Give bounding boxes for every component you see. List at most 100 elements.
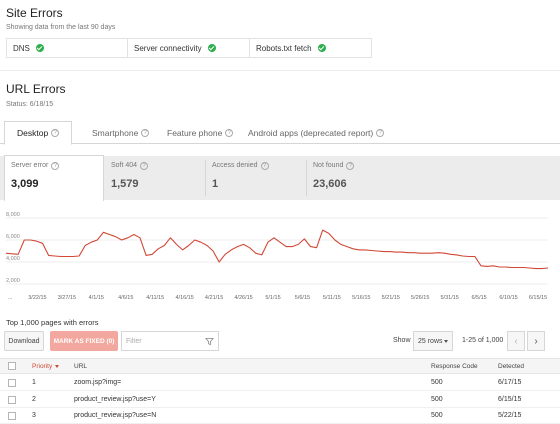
tab-desktop[interactable]: Desktop? [4, 121, 73, 145]
status-server-connectivity[interactable]: Server connectivity [128, 38, 250, 58]
download-button[interactable]: Download [4, 331, 44, 351]
help-icon[interactable]: ? [141, 128, 150, 137]
card-label: Access denied? [212, 162, 306, 170]
card-access-denied[interactable]: Access denied? 1 [206, 156, 306, 200]
tab-feature-phone[interactable]: Feature phone? [167, 121, 234, 144]
status-label: Server connectivity [134, 43, 202, 53]
x-tick-label: 6/5/15 [471, 295, 486, 301]
column-detected[interactable]: Detected [498, 363, 525, 370]
device-tabs: Desktop? Smartphone? Feature phone? Andr… [0, 121, 560, 145]
row-response-code: 500 [431, 379, 443, 386]
status-label: DNS [13, 43, 30, 53]
card-separator [306, 160, 307, 196]
check-icon [35, 44, 44, 52]
x-tick-label: ... [8, 295, 13, 301]
card-server-error[interactable]: Server error? 3,099 [4, 155, 104, 201]
status-robots-fetch[interactable]: Robots.txt fetch [250, 38, 372, 58]
help-icon[interactable]: ? [225, 128, 234, 137]
x-tick-label: 5/21/15 [382, 295, 400, 301]
row-checkbox[interactable] [8, 396, 16, 404]
row-detected: 6/17/15 [498, 379, 522, 386]
table-row[interactable]: 2 product_review.jsp?use=Y 500 6/15/15 [0, 392, 560, 408]
table-toolbar: Download MARK AS FIXED (0) Filter Show 2… [0, 331, 560, 353]
tab-label: Feature phone [167, 127, 223, 138]
sort-desc-icon [55, 364, 60, 368]
y-tick-label: 2,000 [6, 278, 20, 284]
x-tick-label: 3/27/15 [58, 295, 76, 301]
x-tick-label: 4/26/15 [234, 295, 252, 301]
filter-icon [205, 337, 214, 346]
table-row[interactable]: 3 product_review.jsp?use=N 500 5/22/15 [0, 408, 560, 424]
show-label: Show [393, 337, 411, 344]
filter-placeholder: Filter [126, 338, 142, 345]
x-tick-label: 5/26/15 [411, 295, 429, 301]
row-priority: 2 [32, 396, 36, 403]
tab-label: Android apps (deprecated report) [248, 127, 374, 138]
x-tick-label: 5/31/15 [440, 295, 458, 301]
url-errors-status: Status: 6/18/15 [6, 101, 54, 108]
row-checkbox[interactable] [8, 412, 16, 420]
error-type-cards: Server error? 3,099 Soft 404? 1,579 Acce… [0, 155, 560, 201]
row-detected: 5/22/15 [498, 412, 522, 419]
table-header: Priority URL Response Code Detected [0, 358, 560, 374]
card-value: 23,606 [313, 178, 347, 190]
url-errors-title: URL Errors [6, 82, 66, 96]
table-row[interactable]: 1 zoom.jsp?img= 500 6/17/15 [0, 375, 560, 391]
tab-label: Desktop [17, 128, 49, 138]
row-priority: 1 [32, 379, 36, 386]
card-value: 1,579 [111, 178, 139, 190]
card-soft-404[interactable]: Soft 404? 1,579 [105, 156, 205, 200]
table-caption: Top 1,000 pages with errors [6, 318, 99, 327]
tab-smartphone[interactable]: Smartphone? [92, 121, 150, 144]
series-line [5, 229, 549, 270]
help-icon[interactable]: ? [376, 128, 385, 137]
help-icon[interactable]: ? [51, 162, 60, 170]
help-icon[interactable]: ? [260, 162, 269, 170]
row-url[interactable]: product_review.jsp?use=N [74, 412, 157, 419]
x-tick-label: 5/1/15 [265, 295, 280, 301]
tab-label: Smartphone [92, 127, 139, 138]
next-page-button[interactable]: › [527, 331, 545, 351]
row-url[interactable]: product_review.jsp?use=Y [74, 396, 156, 403]
card-separator [205, 160, 206, 196]
row-response-code: 500 [431, 396, 443, 403]
row-response-code: 500 [431, 412, 443, 419]
card-not-found[interactable]: Not found? 23,606 [307, 156, 407, 200]
check-icon [317, 44, 326, 52]
x-tick-label: 4/1/15 [89, 295, 104, 301]
section-divider [0, 70, 560, 71]
x-tick-label: 3/22/15 [28, 295, 46, 301]
row-checkbox[interactable] [8, 379, 16, 387]
status-dns[interactable]: DNS [6, 38, 128, 58]
x-tick-label: 6/15/15 [529, 295, 547, 301]
prev-page-button[interactable]: ‹ [507, 331, 525, 351]
check-icon [207, 44, 216, 52]
y-tick-label: 6,000 [6, 234, 20, 240]
card-value: 3,099 [11, 178, 39, 190]
x-tick-label: 6/10/15 [499, 295, 517, 301]
site-errors-subtitle: Showing data from the last 90 days [6, 24, 116, 31]
chevron-down-icon [444, 340, 448, 343]
mark-as-fixed-button[interactable]: MARK AS FIXED (0) [50, 331, 118, 351]
x-tick-label: 4/6/15 [118, 295, 133, 301]
column-priority[interactable]: Priority [32, 363, 60, 370]
tab-android-apps[interactable]: Android apps (deprecated report)? [248, 121, 385, 144]
rows-per-page-select[interactable]: 25 rows [413, 331, 453, 351]
filter-input[interactable]: Filter [121, 331, 219, 351]
help-icon[interactable]: ? [140, 162, 149, 170]
help-icon[interactable]: ? [51, 129, 60, 137]
pagination-range: 1-25 of 1,000 [462, 337, 504, 344]
card-label: Server error? [11, 162, 103, 170]
help-icon[interactable]: ? [346, 162, 355, 170]
card-label: Not found? [313, 162, 407, 170]
y-tick-label: 4,000 [6, 256, 20, 262]
column-response-code[interactable]: Response Code [431, 363, 478, 370]
select-all-checkbox[interactable] [8, 362, 16, 370]
card-label: Soft 404? [111, 162, 205, 170]
row-url[interactable]: zoom.jsp?img= [74, 379, 122, 386]
y-tick-label: 8,000 [6, 212, 20, 218]
rows-select-value: 25 rows [418, 338, 443, 345]
column-url[interactable]: URL [74, 363, 88, 370]
x-tick-label: 4/11/15 [146, 295, 164, 301]
row-detected: 6/15/15 [498, 396, 522, 403]
